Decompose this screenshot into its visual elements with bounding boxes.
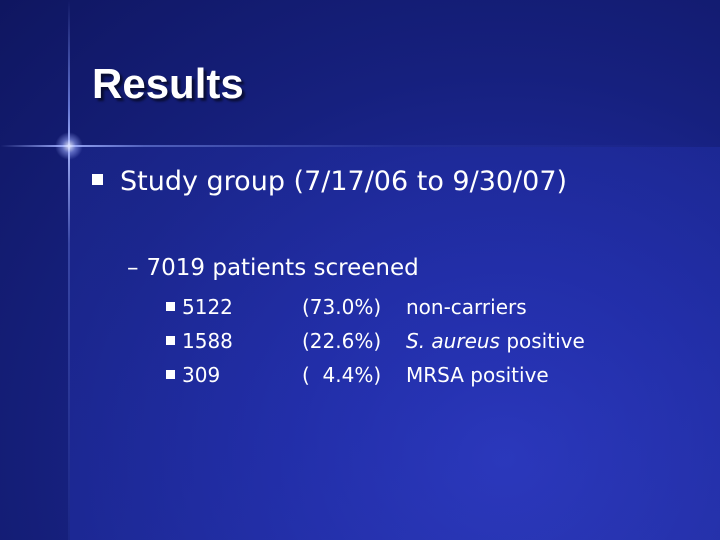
bullet-text: Study group (7/17/06 to 9/30/07) xyxy=(120,166,568,197)
square-bullet-icon xyxy=(92,174,103,185)
result-row: 309 ( 4.4%) MRSA positive xyxy=(166,358,549,392)
decorative-star-glow xyxy=(55,132,83,160)
square-bullet-icon xyxy=(166,370,175,379)
row-count: 309 xyxy=(182,363,221,387)
decorative-horizontal-line xyxy=(0,145,720,147)
row-percent: (73.0%) xyxy=(302,295,382,319)
result-row: 1588 (22.6%) S. aureus positive xyxy=(166,324,585,358)
row-percent: ( 4.4%) xyxy=(302,363,382,387)
bullet-study-group: Study group (7/17/06 to 9/30/07) xyxy=(92,164,567,200)
sub-bullet-screened: –7019 patients screened xyxy=(127,252,419,284)
square-bullet-icon xyxy=(166,302,175,311)
row-description-text: MRSA positive xyxy=(406,363,549,387)
row-count: 1588 xyxy=(182,329,233,353)
dash-bullet: – xyxy=(127,255,139,281)
row-description: S. aureus positive xyxy=(406,329,585,353)
square-bullet-icon xyxy=(166,336,175,345)
background-panel xyxy=(70,147,720,540)
sub-bullet-text: 7019 patients screened xyxy=(146,255,419,281)
row-description-text: positive xyxy=(499,329,585,353)
row-description-text: non-carriers xyxy=(406,295,527,319)
row-description-italic: S. aureus xyxy=(406,329,500,353)
slide-title: Results xyxy=(92,60,244,107)
result-row: 5122 (73.0%) non-carriers xyxy=(166,290,527,324)
row-count: 5122 xyxy=(182,295,233,319)
row-description: MRSA positive xyxy=(406,363,549,387)
decorative-vertical-line xyxy=(68,0,70,540)
row-percent: (22.6%) xyxy=(302,329,382,353)
row-description: non-carriers xyxy=(406,295,527,319)
